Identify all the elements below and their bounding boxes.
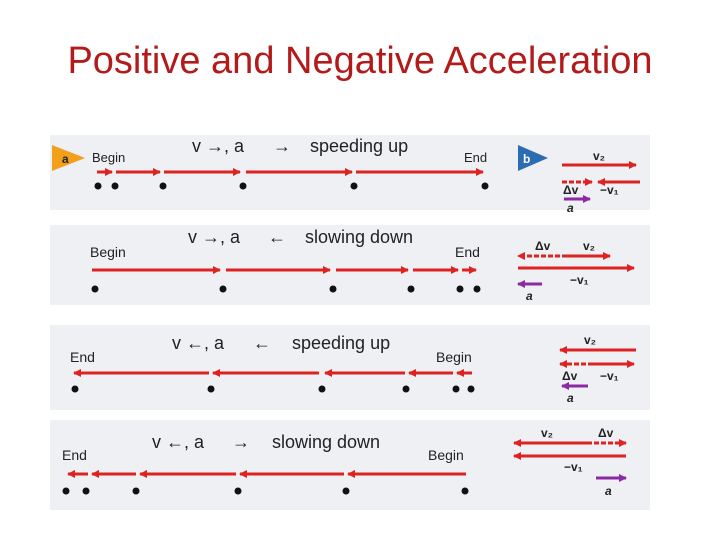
badge-b-icon (518, 145, 548, 171)
slide-title: Positive and Negative Acceleration (67, 40, 653, 82)
panel-3-dv-label: Δv (562, 369, 578, 383)
panel-1-accel-label: a (567, 201, 574, 215)
panel-4-right-label: Begin (428, 447, 464, 463)
panel-2-accel-label: a (526, 289, 533, 303)
panel-3-motion-label: speeding up (292, 333, 390, 353)
panel-1-velocity-label: v →, a (192, 136, 245, 156)
panel-1: a Begin v →, a → speeding up End b v₂ Δv (52, 136, 640, 215)
panel-1-v2-label: v₂ (593, 149, 605, 163)
panel-4-motion-label: slowing down (272, 432, 380, 452)
panel-4-velocity-label: v ←, a (152, 432, 205, 452)
panel-3-left-label: End (70, 349, 95, 365)
panel-1-motion-label: speeding up (310, 136, 408, 156)
badge-a-icon (52, 145, 85, 171)
panel-4-accel-label: a (605, 484, 612, 498)
panel-3-right-label: Begin (436, 349, 472, 365)
panel-2-motion-label: slowing down (305, 227, 413, 247)
panel-2-velocity-label: v →, a (188, 227, 241, 247)
panel-4-left-label: End (62, 447, 87, 463)
panel-3-velocity-label: v ←, a (172, 333, 225, 353)
badge-a-label: a (62, 152, 69, 166)
panel-4-position-dots (62, 487, 469, 495)
panel-2-accel-dir: ← (268, 227, 286, 247)
panel-1-left-label: Begin (92, 150, 125, 165)
panel-3-neg-v1-label: −v₁ (600, 369, 619, 383)
panel-1-position-dots (94, 182, 489, 190)
panel-2-background (50, 225, 650, 305)
panel-3: End v ←, a ← speeding up Begin v₂ Δv −v₁… (70, 333, 636, 405)
panel-2-position-dots (91, 285, 481, 293)
panel-1-right-label: End (464, 150, 487, 165)
panel-3-accel-label: a (567, 391, 574, 405)
panel-2-left-label: Begin (90, 244, 126, 260)
panel-3-v2-label: v₂ (584, 333, 596, 347)
panel-2-dv-label: Δv (535, 239, 551, 253)
panel-1-accel-dir: → (273, 136, 291, 156)
panel-1-neg-v1-label: −v₁ (600, 183, 619, 197)
panel-4-neg-v1-label: −v₁ (564, 460, 583, 474)
panel-3-accel-dir: ← (253, 333, 271, 353)
panel-3-position-dots (71, 385, 475, 393)
panel-2-right-label: End (455, 244, 480, 260)
panel-3-background (50, 325, 650, 410)
panel-4-accel-dir: → (232, 432, 250, 452)
panel-4-v2-label: v₂ (541, 426, 553, 440)
panel-4: End v ←, a → slowing down Begin v₂ Δv −v… (62, 426, 627, 498)
panel-4-dv-label: Δv (598, 426, 614, 440)
panel-4-background (50, 420, 650, 510)
panel-2: Begin v →, a ← slowing down End Δv v₂ −v… (90, 227, 635, 303)
panel-2-v2-label: v₂ (583, 239, 595, 253)
panel-2-neg-v1-label: −v₁ (570, 273, 589, 287)
badge-b-label: b (523, 152, 530, 166)
panel-1-dv-label: Δv (563, 183, 579, 197)
